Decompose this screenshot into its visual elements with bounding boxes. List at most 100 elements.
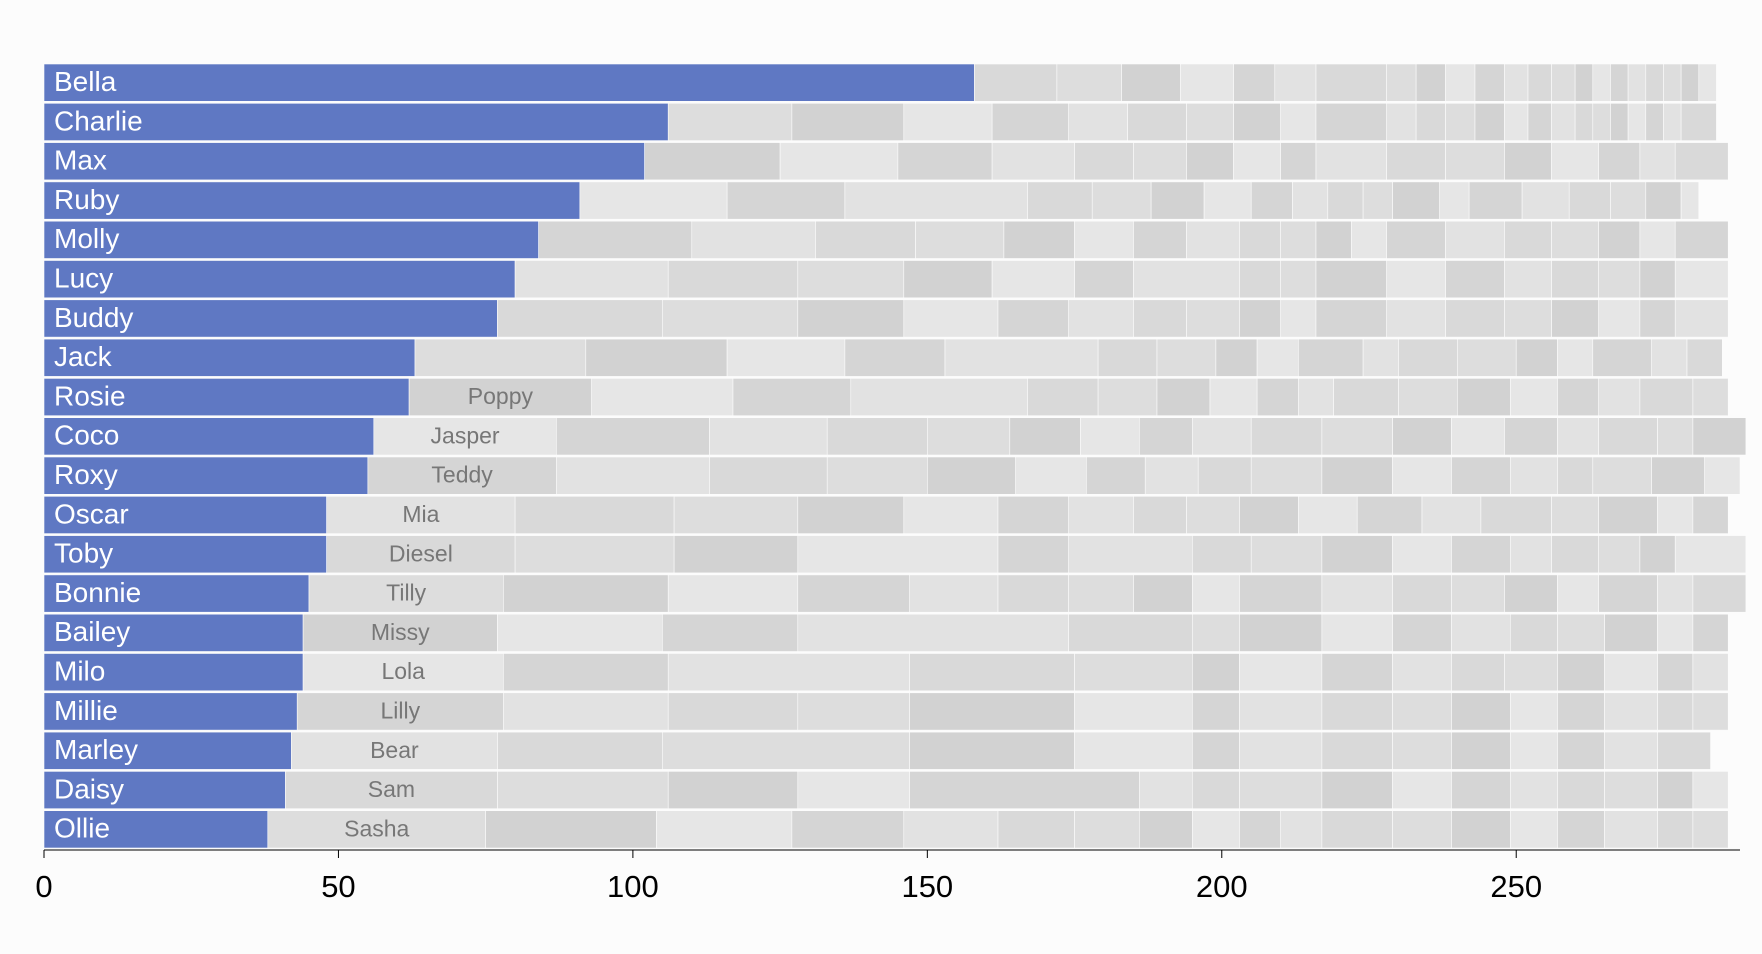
segment — [1321, 692, 1393, 731]
segment — [1557, 456, 1594, 495]
segment — [1510, 378, 1558, 416]
segment — [1451, 613, 1511, 652]
segment — [556, 456, 710, 495]
segment — [1598, 417, 1658, 456]
row-name: Ollie — [54, 813, 110, 844]
highlight-segment — [43, 181, 581, 220]
segment — [1657, 810, 1694, 849]
segment — [1080, 417, 1140, 456]
segment — [903, 495, 999, 534]
segment — [1215, 338, 1258, 377]
segment — [1074, 220, 1134, 259]
second-name: Mia — [402, 501, 439, 527]
segment — [997, 535, 1069, 574]
segment — [1186, 220, 1240, 259]
row-name: Ruby — [54, 184, 119, 215]
segment — [909, 771, 1140, 810]
segment — [485, 810, 657, 849]
segment — [1139, 771, 1193, 810]
row-name: Bella — [54, 66, 117, 97]
segment — [1557, 378, 1599, 416]
segment — [1239, 260, 1281, 299]
segment — [302, 613, 498, 652]
segment — [1645, 63, 1664, 102]
segment — [1663, 103, 1682, 141]
segment — [1197, 456, 1252, 495]
segment — [1298, 338, 1364, 377]
segment — [1321, 535, 1393, 574]
segment — [974, 63, 1058, 102]
segment — [1651, 338, 1688, 377]
segment — [1692, 378, 1729, 416]
segment — [1239, 613, 1323, 652]
segment — [308, 574, 504, 613]
segment — [1150, 181, 1205, 220]
segment — [1574, 103, 1594, 141]
segment — [1074, 731, 1193, 770]
segment — [1692, 810, 1729, 849]
segment — [1451, 771, 1511, 810]
highlight-segment — [43, 574, 310, 613]
row-name: Bailey — [54, 616, 130, 647]
segment — [1144, 456, 1199, 495]
segment — [503, 692, 669, 731]
segment — [1298, 378, 1334, 416]
segment — [1557, 731, 1605, 770]
segment — [1127, 103, 1187, 141]
highlight-segment — [43, 220, 539, 259]
segment — [1074, 142, 1134, 181]
segment — [1203, 181, 1252, 220]
segment — [1692, 771, 1729, 810]
segment — [1315, 103, 1387, 141]
segment — [662, 299, 799, 338]
segment — [1445, 142, 1505, 181]
segment — [1421, 495, 1482, 534]
segment — [1674, 260, 1729, 299]
segment — [1321, 574, 1393, 613]
segment — [991, 260, 1075, 299]
segment — [1551, 299, 1599, 338]
segment — [991, 103, 1069, 141]
segment — [367, 456, 557, 495]
segment — [1233, 63, 1276, 102]
segment — [1392, 574, 1452, 613]
segment — [591, 378, 734, 416]
segment — [1551, 103, 1576, 141]
segment — [797, 299, 905, 338]
segment — [1315, 142, 1387, 181]
segment — [1091, 181, 1152, 220]
segment — [1121, 63, 1181, 102]
segment — [503, 653, 669, 692]
segment — [1692, 692, 1729, 731]
segment — [1657, 574, 1694, 613]
segment — [991, 142, 1075, 181]
segment — [1180, 63, 1234, 102]
segment — [1610, 103, 1629, 141]
row-name: Marley — [54, 734, 138, 765]
segment — [1639, 220, 1676, 259]
segment — [997, 495, 1069, 534]
row-name: Bonnie — [54, 577, 141, 608]
segment — [1398, 338, 1458, 377]
segment — [1457, 338, 1517, 377]
segment — [1692, 417, 1747, 456]
segment — [844, 338, 946, 377]
segment — [1598, 299, 1641, 338]
segment — [997, 574, 1069, 613]
highlight-segment — [43, 456, 369, 495]
segment — [1315, 260, 1387, 299]
segment — [538, 220, 693, 259]
segment — [1504, 220, 1552, 259]
segment — [1321, 771, 1393, 810]
segment — [556, 417, 710, 456]
segment — [691, 220, 816, 259]
row-name: Oscar — [54, 498, 129, 529]
segment — [903, 299, 999, 338]
highlight-segment — [43, 771, 286, 810]
segment — [797, 260, 905, 299]
segment — [1657, 653, 1694, 692]
segment — [1398, 378, 1458, 416]
segment — [1362, 338, 1399, 377]
segment — [915, 220, 1005, 259]
